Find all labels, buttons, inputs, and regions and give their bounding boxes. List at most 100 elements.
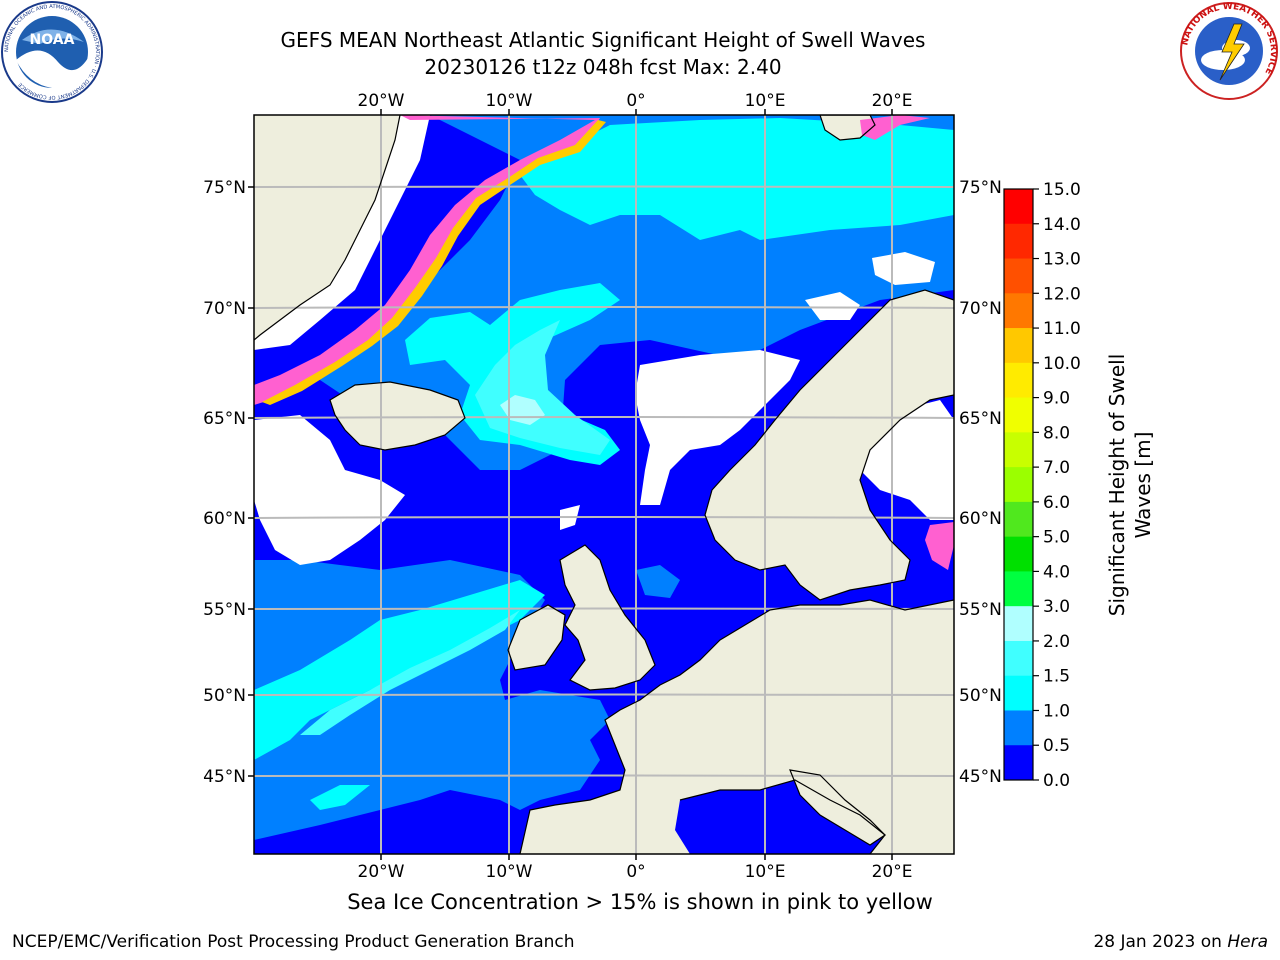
colorbar-tick-label: 0.5 xyxy=(1043,736,1070,756)
colorbar-swatches xyxy=(1004,189,1033,781)
colorbar-tick-label: 7.0 xyxy=(1043,458,1070,478)
colorbar: 15.0 14.0 13.0 12.0 11.0 10.0 9.0 8.0 7.0 6.0 5.0 4… xyxy=(1003,180,1155,791)
colorbar-swatch xyxy=(1004,397,1033,433)
swell-region-1.0-1.5-atlantic xyxy=(254,580,545,760)
lat-label: 50°N xyxy=(959,686,1002,706)
map-title: GEFS MEAN Northeast Atlantic Significant… xyxy=(280,28,926,52)
lon-label: 10°E xyxy=(745,862,786,882)
colorbar-label-line2: Waves [m] xyxy=(1131,432,1155,539)
footer-host: Hera xyxy=(1227,932,1268,952)
colorbar-swatch xyxy=(1004,745,1033,781)
colorbar-frame xyxy=(1003,188,1034,781)
lon-label: 0° xyxy=(626,91,645,111)
lat-label: 70°N xyxy=(203,299,246,319)
colorbar-swatch xyxy=(1004,362,1033,399)
lat-label: 75°N xyxy=(959,178,1002,198)
colorbar-tick-label: 6.0 xyxy=(1043,493,1070,513)
lat-label: 50°N xyxy=(203,686,246,706)
lat-label: 45°N xyxy=(203,767,246,787)
lat-label: 70°N xyxy=(959,299,1002,319)
lon-label: 20°E xyxy=(872,862,913,882)
swell-region-1.5-2.0-atlantic xyxy=(300,610,520,735)
sea-ice-caption: Sea Ice Concentration > 15% is shown in … xyxy=(347,890,933,914)
lat-label: 60°N xyxy=(203,509,246,529)
lat-labels-right: 75°N 70°N 65°N 60°N 55°N 50°N 45°N xyxy=(959,178,1002,787)
no-swell-patch-barents xyxy=(872,252,935,285)
lat-label: 75°N xyxy=(203,178,246,198)
colorbar-tick-label: 5.0 xyxy=(1043,528,1070,548)
land-europe xyxy=(520,600,954,854)
noaa-logo-icon: NOAA NATIONAL OCEANIC AND ATMOSPHERIC AD… xyxy=(1,1,103,103)
colorbar-tick-label: 14.0 xyxy=(1043,215,1081,235)
lon-labels-bottom: 20°W 10°W 0° 10°E 20°E xyxy=(358,862,913,882)
lon-label: 20°E xyxy=(872,91,913,111)
colorbar-tick-label: 2.0 xyxy=(1043,632,1070,652)
swell-region-0.5-1.0-bight xyxy=(636,565,680,598)
tick-marks xyxy=(248,109,893,860)
lat-label: 55°N xyxy=(959,600,1002,620)
colorbar-tick-label: 11.0 xyxy=(1043,319,1081,339)
sea-ice-baltic xyxy=(925,522,954,570)
colorbar-tick-label: 15.0 xyxy=(1043,180,1081,200)
colorbar-swatch xyxy=(1004,675,1033,711)
nws-logo-icon: NATIONAL WEATHER SERVICE xyxy=(1180,2,1278,100)
land-ireland xyxy=(508,605,565,670)
colorbar-tick-label: 1.0 xyxy=(1043,701,1070,721)
lat-label: 60°N xyxy=(959,509,1002,529)
land-greenland xyxy=(254,115,400,340)
swell-region-1.0-1.5-north xyxy=(520,118,954,240)
lon-labels-top: 20°W 10°W 0° 10°E 20°E xyxy=(358,91,913,111)
land-iceland xyxy=(330,382,465,450)
colorbar-tick-labels: 15.0 14.0 13.0 12.0 11.0 10.0 9.0 8.0 7.0 6.0 5.0 4… xyxy=(1043,180,1081,791)
no-swell-patch-west xyxy=(254,415,405,565)
colorbar-tick-label: 0.0 xyxy=(1043,771,1070,791)
colorbar-swatch xyxy=(1004,189,1033,225)
map-frame xyxy=(253,114,955,855)
lon-label: 10°E xyxy=(745,91,786,111)
colorbar-swatch xyxy=(1004,432,1033,468)
graticule xyxy=(254,115,954,854)
lon-label: 0° xyxy=(626,862,645,882)
colorbar-swatch xyxy=(1004,606,1033,642)
colorbar-swatch xyxy=(1004,223,1033,260)
colorbar-swatch xyxy=(1004,501,1033,538)
colorbar-swatch xyxy=(1004,571,1033,607)
colorbar-tick-label: 12.0 xyxy=(1043,284,1081,304)
no-swell-patch-north-norway xyxy=(805,292,860,320)
lat-label: 45°N xyxy=(959,767,1002,787)
colorbar-swatch xyxy=(1004,536,1033,572)
footer-date-text: 28 Jan 2023 on xyxy=(1093,932,1228,952)
colorbar-swatch xyxy=(1004,467,1033,503)
colorbar-tick-label: 13.0 xyxy=(1043,250,1081,270)
map-subtitle: 20230126 t12z 048h fcst Max: 2.40 xyxy=(424,55,782,79)
footer-date: 28 Jan 2023 on Hera xyxy=(1093,932,1268,952)
colorbar-tick-label: 1.5 xyxy=(1043,667,1070,687)
coastlines xyxy=(254,115,954,854)
colorbar-tick-label: 10.0 xyxy=(1043,354,1081,374)
footer-credit: NCEP/EMC/Verification Post Processing Pr… xyxy=(12,932,575,952)
lon-label: 10°W xyxy=(486,862,533,882)
sea-ice-greenland-edge-yellow xyxy=(262,120,606,405)
water-mediterranean xyxy=(675,780,885,854)
land-british-isles xyxy=(560,545,655,690)
colorbar-swatch xyxy=(1004,258,1033,294)
colorbar-tick-label: 9.0 xyxy=(1043,389,1070,409)
lat-label: 65°N xyxy=(959,409,1002,429)
swell-region-1.0-1.5-southwest xyxy=(310,785,370,810)
lon-label: 20°W xyxy=(358,862,405,882)
colorbar-swatch xyxy=(1004,328,1033,364)
colorbar-tick-label: 8.0 xyxy=(1043,423,1070,443)
lat-label: 55°N xyxy=(203,600,246,620)
lat-labels-left: 75°N 70°N 65°N 60°N 55°N 50°N 45°N xyxy=(203,178,246,787)
lat-label: 65°N xyxy=(203,409,246,429)
no-swell-patch-norwegian-sea xyxy=(635,350,800,505)
colorbar-label-line1: Significant Height of Swell xyxy=(1105,354,1129,616)
noaa-logo-text: NOAA xyxy=(30,32,75,48)
land-italy xyxy=(790,770,885,845)
sea-ice-greenland-edge xyxy=(254,115,600,405)
colorbar-swatch xyxy=(1004,710,1033,746)
colorbar-tick-label: 3.0 xyxy=(1043,597,1070,617)
colorbar-tick-label: 4.0 xyxy=(1043,562,1070,582)
colorbar-swatch xyxy=(1004,293,1033,329)
